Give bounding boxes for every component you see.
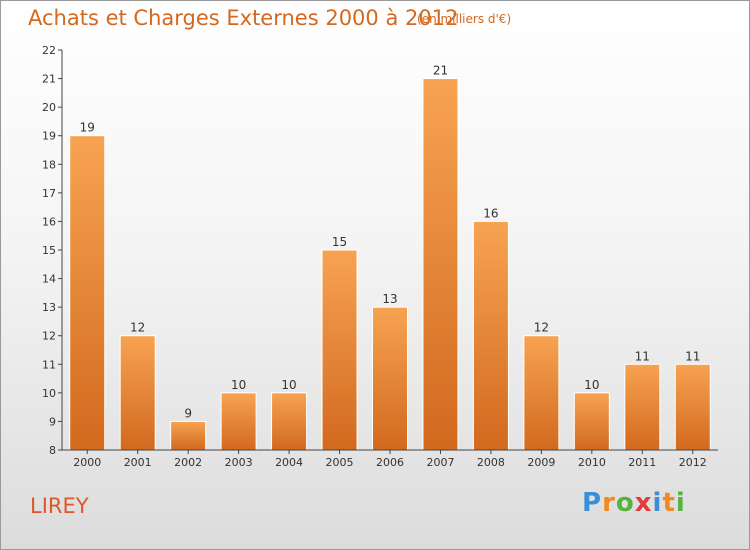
x-tick-label-2002: 2002	[174, 456, 202, 469]
bar-2012	[674, 363, 711, 451]
y-tick-label: 15	[42, 244, 56, 257]
x-tick-label-2011: 2011	[628, 456, 656, 469]
x-tick-label-2012: 2012	[679, 456, 707, 469]
data-label-2009: 12	[534, 321, 549, 335]
y-tick-label: 17	[42, 187, 56, 200]
x-tick-label-2008: 2008	[477, 456, 505, 469]
y-tick-label: 13	[42, 301, 56, 314]
data-label-2001: 12	[130, 321, 145, 335]
logo-letter: o	[615, 488, 635, 518]
x-tick-label-2007: 2007	[426, 456, 454, 469]
data-label-2011: 11	[635, 349, 650, 363]
logo-letter: x	[634, 488, 653, 518]
bar-2010	[573, 392, 610, 451]
x-tick-label-2005: 2005	[326, 456, 354, 469]
x-tick-label-2003: 2003	[225, 456, 253, 469]
x-tick-label-2004: 2004	[275, 456, 303, 469]
x-tick-label-2000: 2000	[73, 456, 101, 469]
x-tick-label-2010: 2010	[578, 456, 606, 469]
logo-letter: P	[582, 488, 603, 518]
bar-2008	[472, 220, 509, 451]
bar-2004	[271, 392, 308, 451]
data-label-2005: 15	[332, 235, 347, 249]
bar-2005	[321, 249, 358, 451]
data-label-2003: 10	[231, 378, 246, 392]
bar-2011	[624, 363, 661, 451]
data-label-2007: 21	[433, 64, 448, 78]
y-tick-label: 9	[49, 415, 56, 428]
logo-letter: i	[652, 488, 663, 518]
bar-2003	[220, 392, 257, 451]
x-tick-label-2006: 2006	[376, 456, 404, 469]
y-tick-label: 19	[42, 130, 56, 143]
bar-2000	[69, 135, 106, 451]
y-tick-label: 18	[42, 158, 56, 171]
data-label-2004: 10	[281, 378, 296, 392]
y-tick-label: 12	[42, 330, 56, 343]
bar-2001	[119, 335, 156, 451]
data-label-2000: 19	[80, 121, 95, 135]
chart-subtitle: (en milliers d'€)	[417, 12, 512, 26]
proxiti-logo: Proxiti	[582, 488, 686, 518]
data-label-2006: 13	[382, 292, 397, 306]
logo-letter: t	[662, 488, 676, 518]
logo-letter: r	[602, 488, 616, 518]
bar-2007	[422, 78, 459, 451]
bar-2006	[372, 306, 408, 451]
data-label-2008: 16	[483, 206, 498, 220]
bar-2002	[170, 420, 207, 451]
y-tick-label: 21	[42, 73, 56, 86]
data-label-2010: 10	[584, 378, 599, 392]
chart-title: Achats et Charges Externes 2000 à 2012	[28, 6, 459, 30]
place-name: LIREY	[30, 494, 89, 518]
y-tick-label: 20	[42, 101, 56, 114]
y-tick-label: 8	[49, 444, 56, 457]
data-label-2012: 11	[685, 349, 700, 363]
bar-2009	[523, 335, 560, 451]
x-tick-label-2001: 2001	[124, 456, 152, 469]
logo-letter: i	[675, 488, 686, 518]
y-tick-label: 11	[42, 358, 56, 371]
x-tick-label-2009: 2009	[527, 456, 555, 469]
y-tick-label: 22	[42, 44, 56, 57]
y-tick-label: 10	[42, 387, 56, 400]
y-tick-label: 14	[42, 273, 56, 286]
y-tick-label: 16	[42, 215, 56, 228]
data-label-2002: 9	[184, 406, 192, 420]
